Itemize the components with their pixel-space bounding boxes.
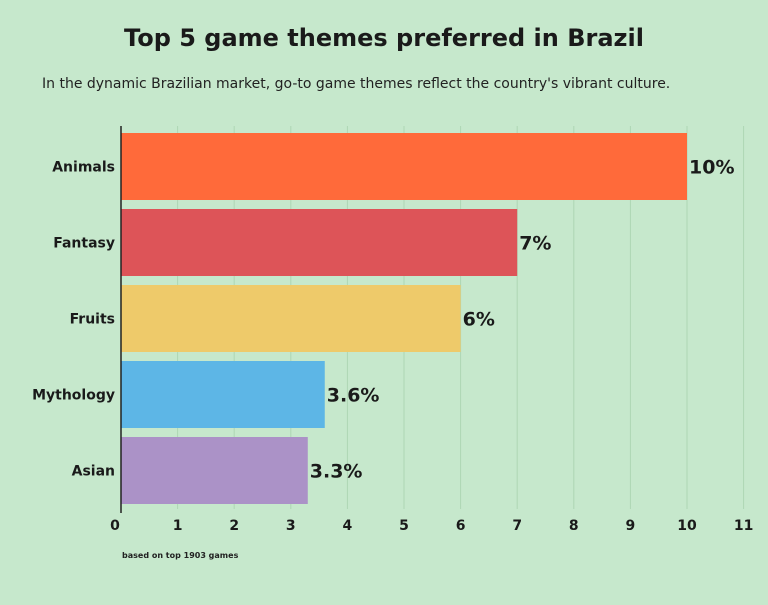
bars [121,133,687,504]
value-label: 3.3% [310,461,363,483]
value-label: 10% [689,157,734,179]
bar [121,437,308,504]
x-tick-label: 8 [569,518,579,534]
bar [121,133,687,200]
bar [121,361,325,428]
category-label: Mythology [32,388,115,404]
value-label: 7% [519,233,551,255]
chart-title: Top 5 game themes preferred in Brazil [124,24,644,52]
x-tick-label: 4 [343,518,353,534]
category-label: Fantasy [53,236,115,252]
x-tick-label: 5 [399,518,409,534]
category-labels: Animals Fantasy Fruits Mythology Asian [32,160,115,480]
x-tick-label: 1 [173,518,183,534]
chart-subtitle: In the dynamic Brazilian market, go-to g… [42,76,671,92]
x-tick-label: 0 [110,518,120,534]
category-label: Fruits [70,312,115,328]
x-tick-label: 11 [734,518,753,534]
value-labels: 10% 7% 6% 3.6% 3.3% [310,157,735,483]
x-tick-labels: 0 1 2 3 4 5 6 7 8 9 10 11 [110,518,753,534]
bar [121,209,518,276]
x-tick-label: 7 [512,518,522,534]
value-label: 6% [463,309,495,331]
x-tick-label: 9 [626,518,636,534]
x-tick-label: 6 [456,518,466,534]
value-label: 3.6% [327,385,380,407]
x-tick-label: 10 [677,518,697,534]
x-tick-label: 2 [229,518,239,534]
footnote: based on top 1903 games [122,551,239,560]
x-tick-label: 3 [286,518,296,534]
bar [121,285,461,352]
category-label: Animals [52,160,115,176]
category-label: Asian [72,464,115,480]
